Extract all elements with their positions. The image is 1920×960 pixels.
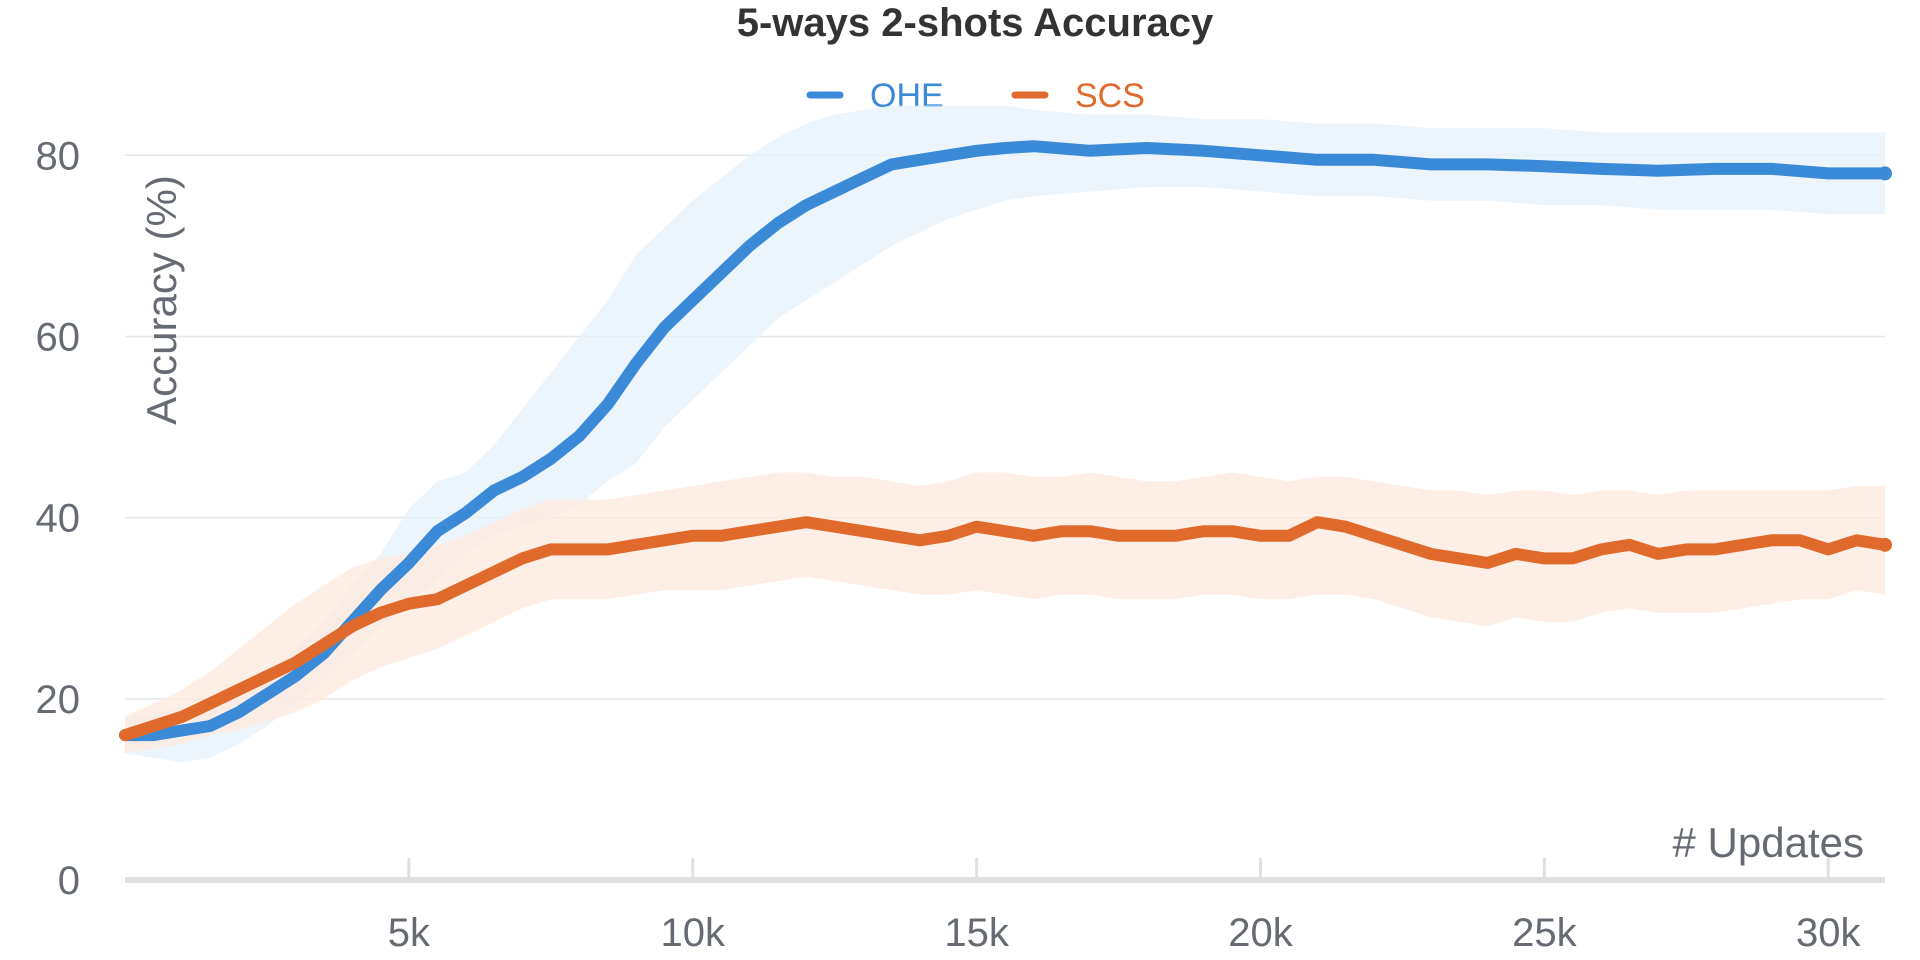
x-tick-label: 5k xyxy=(388,911,431,955)
scs-series-line[interactable] xyxy=(119,516,1891,742)
y-tick-label: 60 xyxy=(36,315,81,359)
series-lines xyxy=(119,140,1892,742)
y-tick-label: 40 xyxy=(36,497,81,541)
y-tick-label: 80 xyxy=(36,134,81,178)
chart-title: 5-ways 2-shots Accuracy xyxy=(737,1,1214,45)
legend-label-scs: SCS xyxy=(1075,77,1145,115)
legend-item-scs[interactable]: SCS xyxy=(1011,77,1145,115)
y-tick-label: 20 xyxy=(36,678,81,722)
confidence-bands xyxy=(125,105,1885,763)
axes: 0 20 40 60 80 5k 10k 15k 20k 25k 30k xyxy=(36,134,1885,955)
legend[interactable]: OHE SCS xyxy=(806,77,1145,115)
x-tick-label: 10k xyxy=(660,911,725,955)
x-tick-label: 30k xyxy=(1796,911,1861,955)
x-tick-label: 25k xyxy=(1512,911,1577,955)
x-tick-label: 20k xyxy=(1228,911,1293,955)
x-axis-label: # Updates xyxy=(1673,819,1864,866)
y-axis-label: Accuracy (%) xyxy=(138,175,185,425)
scs-confidence-band xyxy=(125,472,1885,754)
scs-end-point[interactable] xyxy=(1878,537,1892,552)
y-tick-label: 0 xyxy=(58,859,80,903)
x-tick-label: 15k xyxy=(944,911,1009,955)
ohe-end-point[interactable] xyxy=(1878,166,1892,181)
